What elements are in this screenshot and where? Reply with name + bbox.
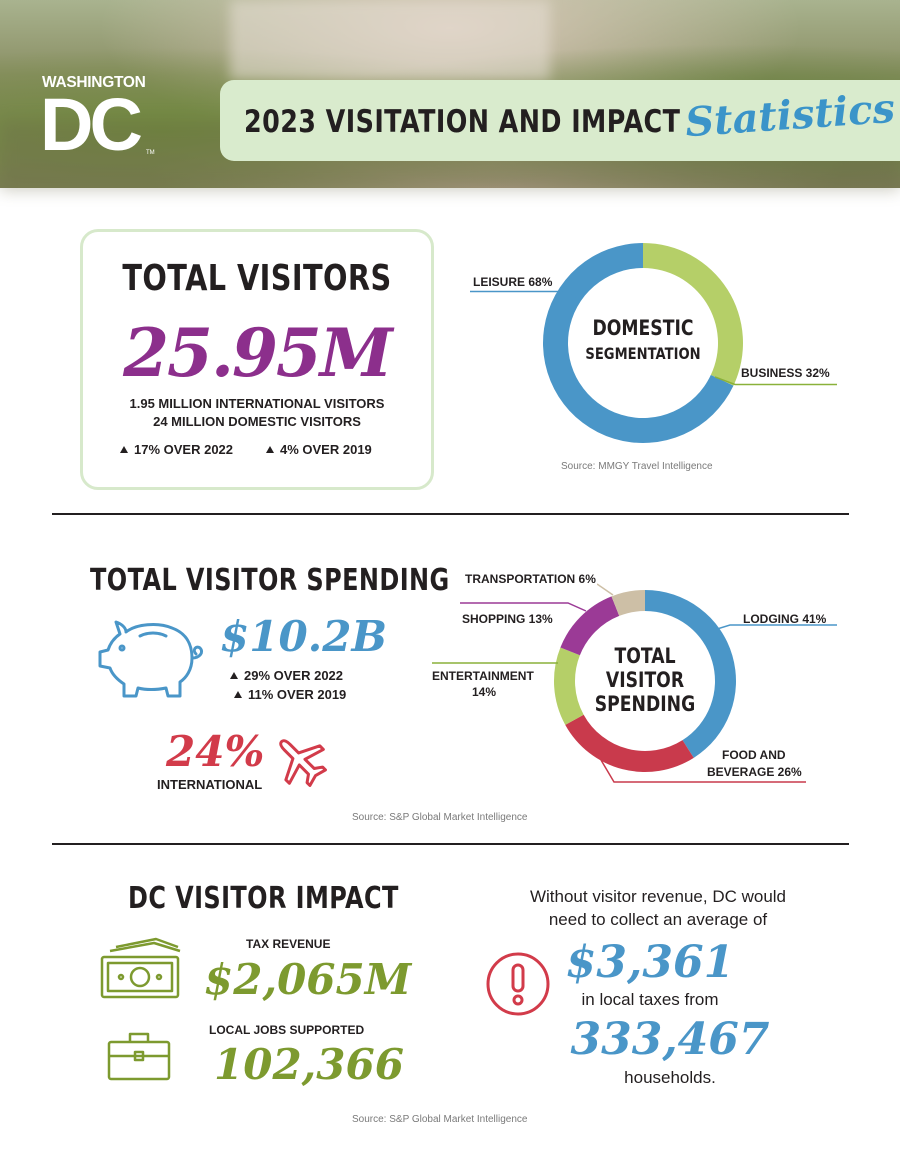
alert-icon: [486, 952, 550, 1016]
spending-donut-slice-1: [565, 714, 694, 772]
tax-revenue-value: $2,065M: [204, 955, 412, 1004]
spending-source: Source: S&P Global Market Intelligence: [352, 812, 528, 823]
lodging-leader-line: [704, 624, 837, 634]
impact-text-line3: in local taxes from: [581, 990, 719, 1009]
visitor-spending-title: TOTAL VISITOR SPENDING: [90, 563, 450, 598]
households-value: 333,467: [570, 1014, 770, 1065]
section-divider: [52, 843, 849, 845]
transportation-leader-line: [597, 583, 614, 596]
title-banner: [220, 80, 900, 161]
food-beverage-leader-line: [600, 760, 806, 783]
visitors-change-2019: 4% OVER 2019: [266, 442, 372, 457]
section-divider: [52, 513, 849, 515]
logo-washington: WASHINGTON: [42, 74, 146, 91]
visitors-change-2022-text: 17% OVER 2022: [134, 442, 234, 457]
spending-donut-center-line3: SPENDING: [594, 692, 696, 716]
total-visitors-value: 25.95M: [123, 314, 393, 392]
international-visitors: 1.95 MILLION INTERNATIONAL VISITORS: [129, 396, 385, 411]
visitor-impact-title: DC VISITOR IMPACT: [128, 881, 399, 916]
average-tax-value: $3,361: [565, 937, 735, 988]
tax-revenue-label: TAX REVENUE: [246, 937, 331, 951]
leisure-leader-line: [470, 290, 577, 298]
entertainment-leader-line: [432, 662, 558, 664]
piggy-bank-icon: [98, 620, 204, 698]
spending-donut-slice-0: [645, 590, 736, 758]
entertainment-label-line2: 14%: [472, 685, 497, 699]
up-arrow-icon: [230, 672, 238, 679]
entertainment-label-line1: ENTERTAINMENT: [432, 669, 534, 683]
logo-trademark: TM: [146, 150, 155, 156]
money-icon: [100, 937, 181, 999]
domestic-segmentation-donut: [543, 243, 743, 443]
visitor-spending-value: $10.2B: [220, 612, 388, 661]
impact-text-line4: households.: [624, 1068, 716, 1087]
spending-change-2022: 29% OVER 2022: [230, 668, 343, 683]
international-spending-label: INTERNATIONAL: [157, 777, 263, 792]
impact-text-line1: Without visitor revenue, DC would: [529, 887, 787, 906]
up-arrow-icon: [234, 691, 242, 698]
jobs-value: 102,366: [214, 1040, 404, 1089]
international-spending-pct: 24%: [166, 727, 265, 776]
spending-change-2022-text: 29% OVER 2022: [244, 668, 344, 683]
jobs-label: LOCAL JOBS SUPPORTED: [209, 1023, 365, 1037]
airplane-icon: [279, 739, 327, 787]
domestic-visitors: 24 MILLION DOMESTIC VISITORS: [153, 414, 361, 429]
visitors-change-2022: 17% OVER 2022: [120, 442, 233, 457]
spending-donut-center-line1: TOTAL: [614, 644, 676, 668]
up-arrow-icon: [266, 446, 274, 453]
spending-donut-center-line2: VISITOR: [605, 668, 685, 692]
visitors-change-2019-text: 4% OVER 2019: [280, 442, 372, 457]
spending-donut-slice-2: [554, 647, 584, 725]
total-visitors-card: [80, 229, 434, 490]
spending-donut-slice-4: [611, 590, 645, 616]
shopping-leader-line: [460, 602, 587, 612]
business-label: BUSINESS 32%: [741, 366, 830, 380]
total-visitors-title: TOTAL VISITORS: [122, 258, 392, 299]
domestic-donut-slice-1: [643, 243, 743, 386]
domestic-donut-center-line1: DOMESTIC: [592, 316, 694, 340]
food-beverage-label-line1: FOOD AND: [722, 748, 786, 762]
impact-source: Source: S&P Global Market Intelligence: [352, 1114, 528, 1125]
shopping-label: SHOPPING 13%: [462, 612, 553, 626]
up-arrow-icon: [120, 446, 128, 453]
impact-text-line2: need to collect an average of: [548, 910, 768, 929]
page-title: 2023 VISITATION AND IMPACT: [244, 104, 681, 140]
logo-dc: DC: [40, 83, 143, 166]
spending-change-2019-text: 11% OVER 2019: [248, 687, 347, 702]
domestic-source: Source: MMGY Travel Intelligence: [561, 461, 713, 472]
transportation-label: TRANSPORTATION 6%: [465, 572, 596, 586]
spending-donut-slice-3: [560, 596, 620, 656]
spending-change-2019: 11% OVER 2019: [234, 687, 346, 702]
domestic-donut-center-line2: SEGMENTATION: [585, 344, 701, 363]
lodging-label: LODGING 41%: [743, 612, 827, 626]
business-leader-line: [715, 376, 837, 386]
briefcase-icon: [107, 1032, 171, 1081]
food-beverage-label-line2: BEVERAGE 26%: [707, 765, 802, 779]
visitor-spending-donut: [554, 590, 736, 772]
leisure-label: LEISURE 68%: [473, 275, 553, 289]
header-photo-building: [230, 0, 550, 80]
